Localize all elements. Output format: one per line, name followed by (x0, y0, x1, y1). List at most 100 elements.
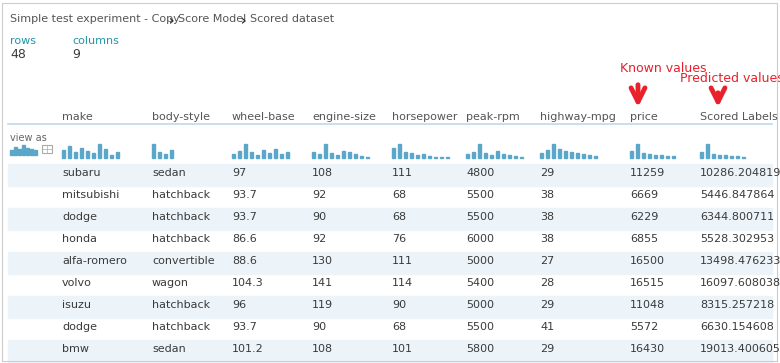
Text: 5500: 5500 (466, 322, 494, 332)
Text: dodge: dodge (62, 212, 97, 222)
Bar (152, 144, 155, 158)
Bar (8, 164, 772, 186)
Bar (336, 155, 339, 158)
Text: 41: 41 (540, 322, 554, 332)
Text: 86.6: 86.6 (232, 234, 257, 244)
Bar (342, 151, 345, 158)
Bar (712, 154, 715, 158)
Text: 130: 130 (312, 256, 333, 266)
Bar (434, 157, 437, 158)
Bar (250, 152, 253, 158)
Bar (484, 153, 487, 158)
Bar (520, 157, 523, 158)
Text: 101: 101 (392, 344, 413, 354)
Text: Scored Labels: Scored Labels (700, 112, 778, 122)
Bar (472, 152, 475, 158)
Bar (10, 150, 13, 155)
Text: 8315.257218: 8315.257218 (700, 300, 775, 310)
Text: 19013.400605: 19013.400605 (700, 344, 780, 354)
Bar (552, 144, 555, 158)
Text: 5528.302953: 5528.302953 (700, 234, 774, 244)
Bar (478, 144, 481, 158)
Bar (576, 153, 579, 158)
Bar (256, 155, 259, 158)
Text: 16500: 16500 (630, 256, 665, 266)
Text: 119: 119 (312, 300, 333, 310)
Text: 38: 38 (540, 234, 554, 244)
Text: 16097.608038: 16097.608038 (700, 278, 780, 288)
Text: 93.7: 93.7 (232, 322, 257, 332)
Bar (730, 156, 733, 158)
Bar (18, 149, 21, 155)
Bar (74, 152, 77, 158)
Bar (392, 148, 395, 158)
Bar (98, 144, 101, 158)
Bar (648, 154, 651, 158)
Bar (244, 144, 247, 158)
Bar (558, 149, 561, 158)
Text: 6344.800711: 6344.800711 (700, 212, 774, 222)
Text: 5500: 5500 (466, 190, 494, 200)
Bar (22, 145, 25, 155)
Text: 101.2: 101.2 (232, 344, 264, 354)
Bar (422, 154, 425, 158)
Bar (588, 155, 591, 158)
Bar (582, 154, 585, 158)
Text: 11048: 11048 (630, 300, 665, 310)
Text: 27: 27 (540, 256, 555, 266)
Bar (286, 152, 289, 158)
Bar (660, 155, 663, 158)
Text: mitsubishi: mitsubishi (62, 190, 119, 200)
Bar (34, 150, 37, 155)
Text: 4800: 4800 (466, 168, 495, 178)
Text: Score Model: Score Model (178, 14, 246, 24)
Bar (742, 157, 745, 158)
Text: 5572: 5572 (630, 322, 658, 332)
Text: volvo: volvo (62, 278, 92, 288)
Text: 6229: 6229 (630, 212, 658, 222)
Bar (30, 149, 33, 155)
Text: 16430: 16430 (630, 344, 665, 354)
Bar (280, 154, 283, 158)
Bar (318, 154, 321, 158)
Text: hatchback: hatchback (152, 322, 210, 332)
Text: 68: 68 (392, 212, 406, 222)
Bar (404, 152, 407, 158)
Text: 6000: 6000 (466, 234, 494, 244)
Text: Predicted values: Predicted values (680, 72, 780, 85)
Bar (164, 154, 167, 158)
Text: convertible: convertible (152, 256, 214, 266)
Text: view as: view as (10, 133, 47, 143)
Bar (416, 155, 419, 158)
Bar (540, 153, 543, 158)
Bar (80, 148, 83, 158)
Bar (14, 147, 17, 155)
Text: horsepower: horsepower (392, 112, 458, 122)
Text: 38: 38 (540, 212, 554, 222)
Text: 28: 28 (540, 278, 555, 288)
Bar (274, 149, 277, 158)
Bar (86, 151, 89, 158)
Bar (514, 156, 517, 158)
Text: 5000: 5000 (466, 300, 494, 310)
Bar (116, 152, 119, 158)
Bar (496, 151, 499, 158)
Text: 90: 90 (312, 322, 326, 332)
Bar (312, 152, 315, 158)
Text: 93.7: 93.7 (232, 212, 257, 222)
Bar (262, 150, 265, 158)
Text: 108: 108 (312, 344, 333, 354)
Bar (724, 155, 727, 158)
Text: 29: 29 (540, 168, 555, 178)
Bar (8, 296, 772, 318)
Text: 29: 29 (540, 344, 555, 354)
Text: 76: 76 (392, 234, 406, 244)
Bar (92, 153, 95, 158)
Bar (158, 152, 161, 158)
Bar (718, 155, 721, 158)
Bar (42, 145, 52, 153)
Bar (594, 156, 597, 158)
Bar (502, 154, 505, 158)
Text: 10286.204819: 10286.204819 (700, 168, 780, 178)
Text: 108: 108 (312, 168, 333, 178)
